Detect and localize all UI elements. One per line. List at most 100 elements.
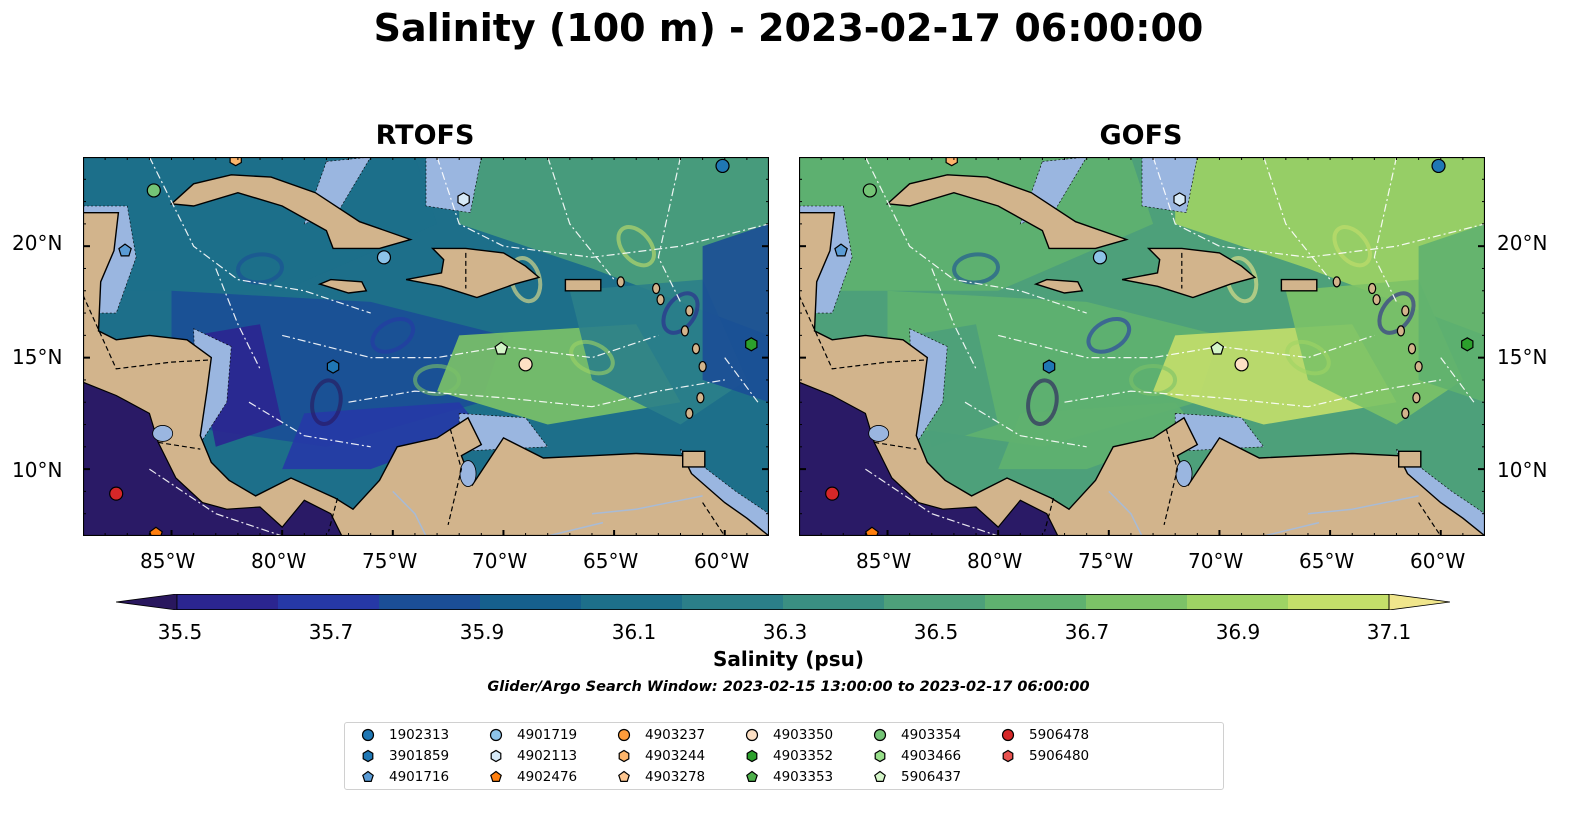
float-marker-5906478 [825,486,840,501]
island [1412,392,1421,404]
legend-label: 4901719 [517,727,578,743]
island [1332,276,1341,288]
land-trinidad [682,450,706,468]
colorbar-segment [480,594,582,610]
float-marker-4902113 [1173,192,1186,207]
legend-marker [746,770,758,782]
colorbar-max-arrow [1388,593,1451,611]
legend-marker [489,728,503,742]
circle-marker-icon [1001,728,1015,742]
map-layers [83,157,769,536]
lake-maracaibo [459,460,477,487]
country-border [1418,502,1442,536]
island [680,325,690,337]
colorbar-segment [682,594,784,610]
salinity-zone [702,223,769,403]
land-puertorico [1280,278,1318,292]
colorbar-segment [985,594,1087,610]
float-marker-1902313 [715,158,730,174]
lat-tick-label-right: 15°N [1497,345,1548,369]
country-border [702,502,726,536]
float-marker-4903350 [518,357,533,372]
eddy-swirl [1129,363,1178,396]
pentagon-marker-icon [874,770,886,782]
lat-tick-label-left: 10°N [12,458,63,482]
river [1108,490,1143,536]
island [696,392,705,404]
float-marker-4903354 [146,183,161,198]
lat-tick-label-right: 20°N [1497,231,1548,255]
colorbar-tick-label: 36.7 [1064,620,1110,644]
map-panel-rtofs [83,157,769,536]
legend-label: 4903244 [645,748,706,764]
hexagon-marker-icon [490,749,502,763]
legend-label: 4901716 [389,769,450,785]
lon-tick-label: 65°W [1299,549,1355,573]
colorbar-segment [1288,594,1390,610]
legend-marker [490,770,502,782]
country-border [158,441,201,450]
land-jamaica [317,278,368,294]
river [591,495,703,515]
colorbar-segment [177,594,279,610]
eez-boundary [348,379,725,408]
eez-boundary [998,334,1375,359]
lon-tick-label: 60°W [694,549,750,573]
legend-label: 5906437 [901,769,962,785]
land-hispaniola [1121,247,1257,299]
colorbar-segment [379,594,481,610]
legend-marker [618,749,630,763]
circle-marker-icon [489,728,503,742]
lon-tick-label: 80°W [967,549,1023,573]
eez-boundary [282,334,659,359]
country-border [1163,428,1179,526]
legend-marker [490,749,502,763]
map-canvas [83,157,769,536]
circle-marker-icon [617,728,631,742]
legend-marker [362,749,374,763]
land-jamaica [1033,278,1084,294]
eez-boundary [436,157,769,258]
float-marker-4903352 [1461,337,1474,352]
island [656,294,665,306]
float-marker-3901859 [326,359,340,374]
lat-tick-label-left: 20°N [12,231,63,255]
pentagon-marker-icon [490,770,502,782]
lon-tick-label: 65°W [583,549,639,573]
country-border [799,294,928,370]
colorbar-tick-label: 36.1 [611,620,657,644]
legend-label: 4903354 [901,727,962,743]
legend-label: 5906478 [1029,727,1090,743]
lon-tick-label: 80°W [251,549,307,573]
float-marker-5906437 [1210,341,1225,355]
river [1263,521,1320,536]
colorbar-tick-label: 36.9 [1215,620,1261,644]
circle-marker-icon [873,728,887,742]
pentagon-marker-icon [362,770,374,782]
lake-maracaibo [1175,460,1193,487]
legend-marker [361,728,375,742]
colorbar-tick-label: 37.1 [1366,620,1412,644]
lake-nicaragua [152,425,174,442]
legend: 1902313 3901859 4901716 4901719 4902113 49024… [344,722,1224,790]
eddy-swirl [1377,291,1416,335]
island [698,360,707,373]
eddy-swirl [569,339,615,376]
island [1401,305,1410,317]
eez-boundary [1440,357,1475,403]
float-marker-4901719 [1092,250,1108,265]
colorbar-segment [783,594,885,610]
float-marker-4902113 [457,192,470,207]
legend-marker [745,728,759,742]
colorbar-segment [581,594,683,610]
land-cuba [885,174,1129,250]
legend-marker [1001,728,1015,742]
eddy-swirl [370,316,416,354]
map-frame [83,157,769,536]
panel-title-rtofs: RTOFS [375,120,475,151]
legend-label: 3901859 [389,748,450,764]
legend-label: 4902113 [517,748,578,764]
legend-marker [1002,749,1014,763]
river [392,490,427,536]
country-border [874,441,917,450]
